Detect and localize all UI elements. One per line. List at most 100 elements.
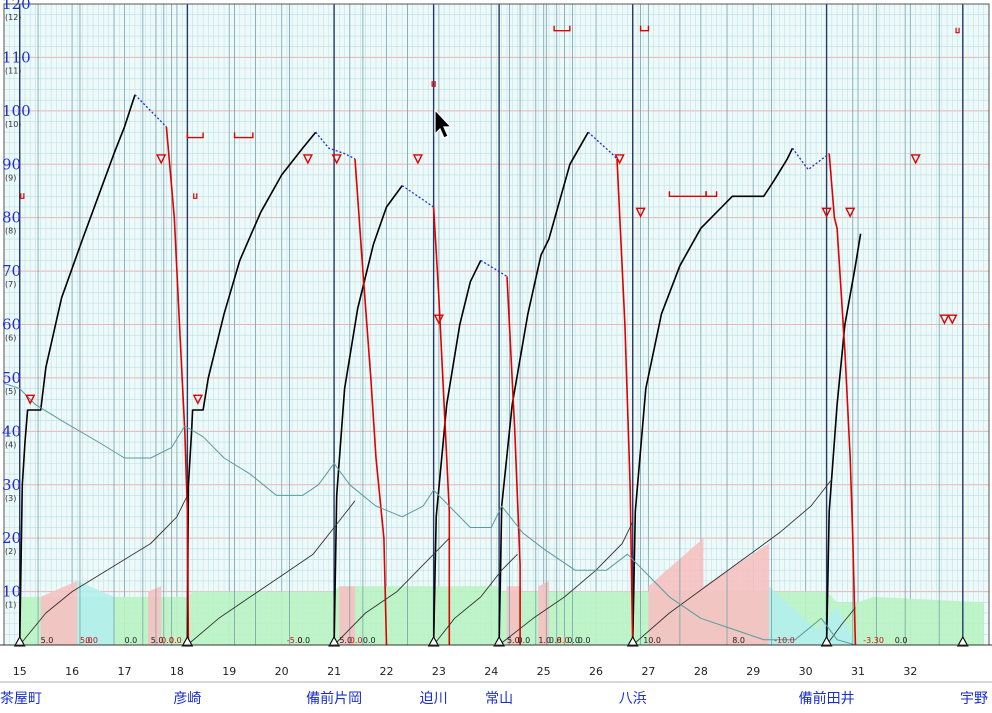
station-name-label: 彦崎 (173, 691, 201, 707)
y-tick-sublabel: (8) (5, 227, 16, 236)
limit-tick-marker (193, 193, 198, 199)
x-tick-label: 27 (641, 665, 655, 678)
gradient-label: -3.30 (863, 636, 884, 645)
uphill-gradient-area (40, 580, 78, 645)
x-tick-label: 22 (379, 665, 393, 678)
x-tick-label: 32 (903, 665, 917, 678)
limit-tick-marker (431, 81, 436, 87)
speed-coasting-line (480, 259, 508, 277)
station-marker (181, 635, 194, 647)
elapsed-time-line (498, 521, 634, 646)
elapsed-time-line (632, 479, 833, 646)
y-tick-label: 50 (2, 369, 21, 387)
y-tick-label: 40 (2, 422, 21, 440)
gradient-label: -10.0 (774, 636, 795, 645)
station-marker (626, 635, 639, 647)
x-tick-label: 21 (327, 665, 341, 678)
station-marker (493, 635, 506, 647)
y-tick-label: 30 (2, 476, 21, 494)
gradient-label: -5.0 (287, 636, 303, 645)
y-tick-label: 110 (2, 48, 31, 66)
gradient-label: 0.0 (567, 636, 580, 645)
speed-coasting-line (134, 94, 167, 128)
speed-coasting-line (315, 131, 356, 160)
speed-limit-marker (947, 314, 958, 325)
y-tick-label: 120 (2, 0, 31, 13)
station-name-label: 迫川 (420, 691, 448, 707)
limit-bracket (553, 25, 571, 32)
speed-coasting-line (791, 147, 830, 171)
x-tick-label: 25 (537, 665, 551, 678)
gradient-label: 0.0 (169, 636, 182, 645)
speed-accelerating-line (432, 260, 482, 646)
station-marker (328, 635, 341, 647)
gradient-label: 0.0 (517, 636, 530, 645)
x-tick-label: 29 (746, 665, 760, 678)
speed-limit-marker (910, 154, 921, 165)
speed-accelerating-line (18, 94, 136, 646)
mouse-cursor-icon (434, 108, 453, 139)
gradient-label: 8.0 (557, 636, 570, 645)
gradient-label: 0.0 (85, 636, 98, 645)
speed-accelerating-line (333, 185, 403, 646)
speed-coasting-line (587, 131, 618, 160)
grid-lines (3, 3, 990, 646)
gradient-label: 5.0 (507, 636, 520, 645)
gradient-label: 5.0 (339, 636, 352, 645)
elapsed-time-line (19, 495, 188, 646)
y-tick-sublabel: (11) (5, 66, 21, 75)
gradient-label: 8.0 (732, 636, 745, 645)
speed-braking-line (432, 206, 451, 645)
y-tick-sublabel: (4) (5, 440, 16, 449)
limit-markers (13, 25, 969, 647)
station-marker (956, 635, 969, 647)
limit-bracket (639, 25, 650, 32)
y-tick-sublabel: (5) (5, 387, 16, 396)
x-tick-label: 30 (799, 665, 813, 678)
x-tick-label: 24 (484, 665, 498, 678)
y-tick-sublabel: (7) (5, 280, 16, 289)
y-tick-sublabel: (3) (5, 494, 16, 503)
y-tick-sublabel: (9) (5, 173, 16, 182)
y-tick-sublabel: (2) (5, 547, 16, 556)
limit-bracket (186, 132, 204, 139)
elapsed-time-line (187, 500, 356, 646)
speed-limit-marker (845, 207, 856, 218)
limit-tick-marker (20, 193, 25, 199)
speed-braking-line (616, 158, 634, 646)
gradient-areas (19, 538, 984, 645)
uphill-gradient-area (648, 538, 769, 645)
elapsed-time-line (333, 537, 450, 646)
x-tick-label: 19 (222, 665, 236, 678)
gradient-label: 5.0 (41, 636, 54, 645)
x-tick-label: 26 (589, 665, 603, 678)
downhill-gradient-area (768, 586, 859, 645)
speed-curves (3, 94, 862, 646)
gradient-label: 5.0 (151, 636, 164, 645)
speed-braking-line (506, 276, 521, 645)
speed-braking-line (828, 153, 857, 646)
station-marker (13, 635, 26, 647)
x-tick-label: 28 (694, 665, 708, 678)
uphill-gradient-area (506, 586, 521, 645)
speed-limit-marker (302, 154, 314, 165)
speed-limit-marker (25, 394, 36, 405)
speed-accelerating-line (186, 131, 317, 646)
x-tick-label: 23 (432, 665, 446, 678)
x-tick-label: 16 (65, 665, 79, 678)
station-name-label: 八浜 (619, 691, 647, 707)
station-name-label: 備前田井 (799, 690, 855, 707)
station-name-label: 宇野 (960, 691, 988, 707)
speed-limit-marker (821, 207, 832, 218)
limit-tick-marker (955, 27, 960, 34)
y-tick-sublabel: (12) (5, 13, 21, 22)
station-marker (820, 635, 833, 647)
gradient-label: 0.0 (578, 636, 591, 645)
station-name-label: 備前片岡 (306, 690, 362, 707)
elapsed-time-line (433, 553, 518, 646)
speed-limit-marker (192, 394, 203, 405)
gradient-label: 5.0 (80, 636, 93, 645)
speed-accelerating-line (631, 147, 794, 646)
speed-limit-marker (156, 154, 167, 165)
